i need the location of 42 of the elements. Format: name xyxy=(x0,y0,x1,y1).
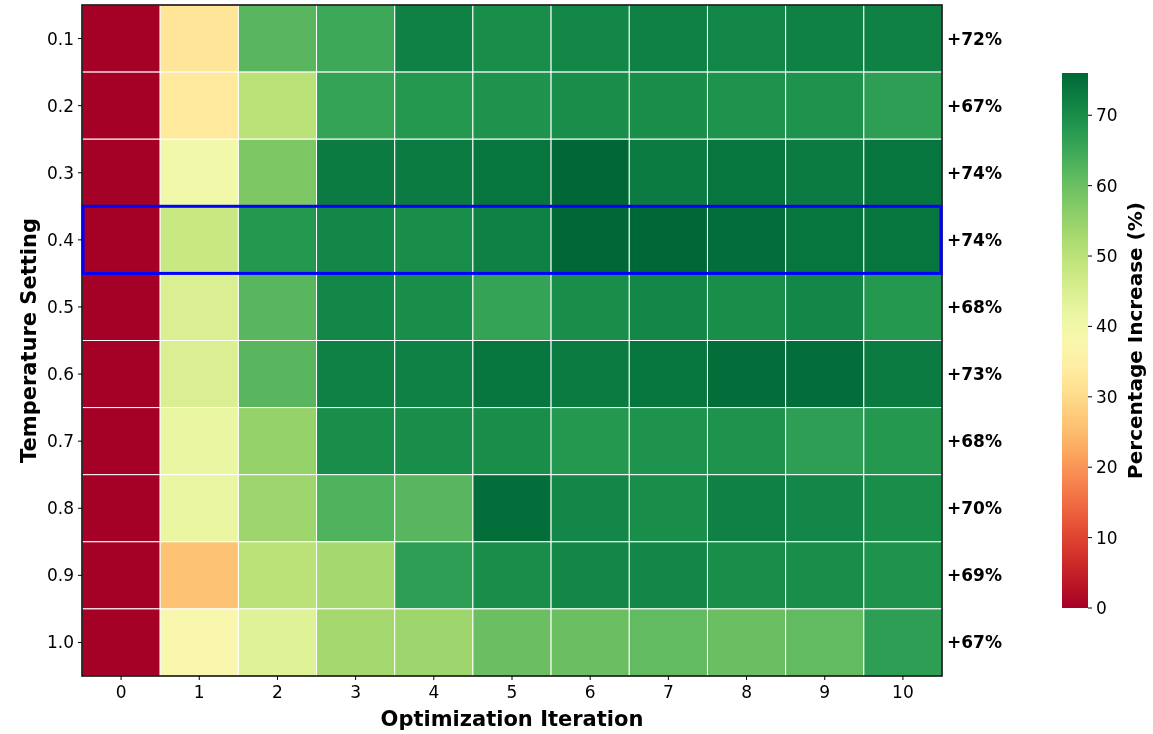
y2-tick-label: +72% xyxy=(947,28,1002,49)
x-axis-title: Optimization Iteration xyxy=(380,707,644,731)
y-axis-title: Temperature Setting xyxy=(17,218,41,463)
y2-tick-label: +67% xyxy=(947,632,1002,653)
color-bar-label: 30 xyxy=(1096,386,1118,407)
y-tick-label: 0.3 xyxy=(46,162,74,183)
y-tick-label: 0.6 xyxy=(46,364,74,385)
y2-tick-label: +68% xyxy=(947,296,1002,317)
x-tick-label: 6 xyxy=(584,682,596,702)
y-tick-label: 0.7 xyxy=(46,431,74,452)
color-bar-label: 70 xyxy=(1096,105,1118,126)
color-bar-label: 10 xyxy=(1096,527,1118,548)
x-tick-label: 4 xyxy=(428,682,440,702)
y-tick-label: 0.9 xyxy=(46,565,74,586)
y2-tick-label: +70% xyxy=(947,498,1002,519)
color-bar-label: 0 xyxy=(1096,598,1107,618)
y-tick-label: 0.4 xyxy=(46,229,74,250)
y-tick-label: 0.1 xyxy=(46,28,74,49)
y2-tick-label: +74% xyxy=(947,229,1002,250)
y-tick-label: 0.8 xyxy=(46,498,74,519)
y-tick-label: 1.0 xyxy=(46,632,74,653)
y2-tick-label: +67% xyxy=(947,95,1002,116)
y-tick-label: 0.5 xyxy=(46,296,74,317)
x-tick-label: 9 xyxy=(819,682,831,702)
x-tick-label: 8 xyxy=(741,682,752,702)
x-tick-label: 10 xyxy=(892,682,914,702)
y-tick-label: 0.2 xyxy=(46,95,74,116)
x-tick-label: 2 xyxy=(272,682,283,702)
y2-tick-label: +68% xyxy=(947,431,1002,452)
x-tick-label: 1 xyxy=(193,682,205,702)
x-tick-label: 3 xyxy=(350,682,362,702)
color-bar-label: 50 xyxy=(1096,246,1118,267)
x-tick-label: 0 xyxy=(115,682,127,702)
color-bar-label: 60 xyxy=(1096,175,1118,196)
y2-tick-label: +69% xyxy=(947,565,1002,586)
x-tick-label: 7 xyxy=(662,682,674,702)
x-tick-label: 5 xyxy=(506,682,518,702)
y2-tick-label: +74% xyxy=(947,162,1002,183)
color-bar-label: 20 xyxy=(1096,457,1118,478)
color-bar-label: 40 xyxy=(1096,316,1118,337)
y2-tick-label: +73% xyxy=(947,364,1002,385)
color-bar-title: Percentage Increase (%) xyxy=(1123,202,1147,479)
